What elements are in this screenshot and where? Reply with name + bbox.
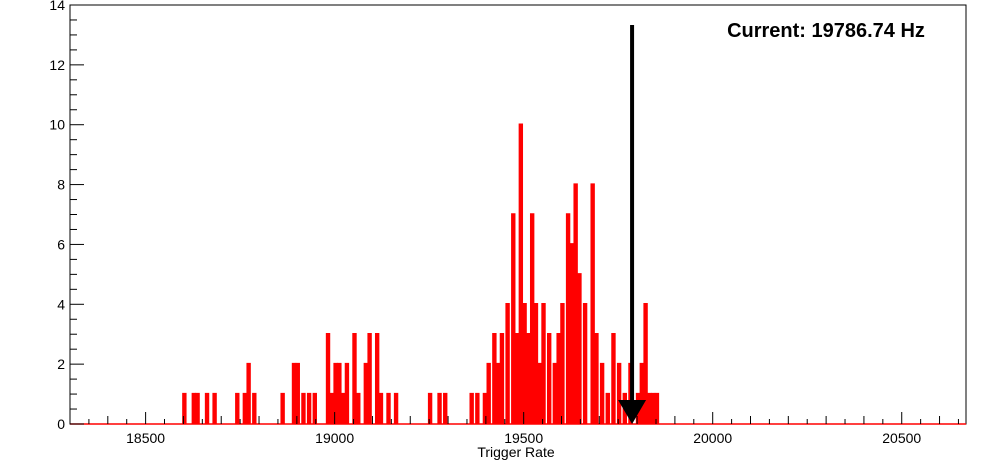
histogram-bin-42 xyxy=(518,123,524,424)
histogram-bin-16 xyxy=(329,392,335,424)
histogram-bin-10 xyxy=(291,362,297,424)
histogram-bin-51 xyxy=(556,332,561,424)
histogram-bin-14 xyxy=(312,392,317,424)
x-tick-label: 20500 xyxy=(882,430,921,446)
x-tick-label: 20000 xyxy=(693,430,732,446)
histogram-bin-18 xyxy=(337,362,342,424)
histogram-bin-71 xyxy=(654,392,660,424)
histogram-bin-26 xyxy=(378,392,384,424)
histogram-bin-25 xyxy=(374,332,380,424)
histogram-bin-20 xyxy=(344,362,350,424)
y-tick-label: 2 xyxy=(57,356,65,372)
histogram-bin-60 xyxy=(599,362,605,424)
histogram-bin-9 xyxy=(280,392,285,424)
histogram-bin-7 xyxy=(246,362,251,424)
histogram-bin-49 xyxy=(546,332,552,424)
histogram-bin-67 xyxy=(639,362,645,424)
histogram-bin-48 xyxy=(541,303,546,424)
histogram-bin-50 xyxy=(552,362,558,424)
histogram-bin-31 xyxy=(443,392,448,424)
x-axis: 18500 19000 19500 20000 20500 xyxy=(69,412,959,446)
current-rate-label: Current: 19786.74 Hz xyxy=(727,20,925,42)
histogram-bin-46 xyxy=(533,303,539,424)
histogram-bin-47 xyxy=(537,362,542,424)
histogram-bin-35 xyxy=(486,362,491,424)
y-tick-label: 12 xyxy=(49,57,65,73)
histogram-series xyxy=(70,123,966,425)
histogram-bin-44 xyxy=(526,332,531,424)
histogram-bin-34 xyxy=(482,392,488,424)
histogram-bin-19 xyxy=(340,392,346,424)
x-axis-title: Trigger Rate xyxy=(477,444,555,460)
histogram-bin-45 xyxy=(529,213,535,424)
histogram-bin-23 xyxy=(363,362,369,424)
histogram-bin-8 xyxy=(252,392,257,424)
histogram-bin-5 xyxy=(235,392,240,424)
histogram-bin-21 xyxy=(352,332,357,424)
histogram-bin-36 xyxy=(492,332,497,424)
histogram-bin-11 xyxy=(295,362,300,424)
histogram-bin-28 xyxy=(393,392,399,424)
histogram-bin-62 xyxy=(611,332,616,424)
x-tick-label: 18500 xyxy=(126,430,165,446)
histogram-bin-22 xyxy=(356,392,361,424)
histogram-bin-40 xyxy=(511,213,516,424)
histogram-bin-0 xyxy=(182,392,187,424)
histogram-bin-33 xyxy=(475,392,480,424)
histogram-bin-1 xyxy=(191,392,197,424)
y-tick-label: 0 xyxy=(57,416,65,432)
histogram-bin-63 xyxy=(616,362,622,424)
histogram-bin-59 xyxy=(594,332,599,424)
x-tick-label: 19500 xyxy=(504,430,543,446)
y-tick-label: 10 xyxy=(49,117,65,133)
histogram-bin-57 xyxy=(582,303,588,424)
y-tick-label: 4 xyxy=(57,296,65,312)
histogram-bin-30 xyxy=(437,392,442,424)
histogram-bin-4 xyxy=(212,392,217,424)
histogram-bin-12 xyxy=(301,392,306,424)
y-axis: 0 2 4 6 8 10 12 14 xyxy=(49,0,84,432)
histogram-bin-43 xyxy=(522,303,527,424)
histogram-bin-55 xyxy=(573,183,578,424)
histogram-bin-68 xyxy=(643,303,648,424)
histogram-bin-69 xyxy=(647,392,652,424)
histogram-bin-54 xyxy=(569,243,575,424)
histogram-bin-61 xyxy=(605,392,610,424)
histogram-bin-32 xyxy=(469,392,474,424)
histogram-bin-38 xyxy=(499,332,505,424)
y-tick-label: 14 xyxy=(49,0,65,13)
histogram-bin-6 xyxy=(242,392,248,424)
histogram-bin-29 xyxy=(427,392,433,424)
histogram-bin-56 xyxy=(577,273,582,424)
y-tick-label: 6 xyxy=(57,236,65,252)
y-tick-label: 8 xyxy=(57,177,65,193)
histogram-bin-13 xyxy=(306,392,312,424)
histogram-bin-24 xyxy=(367,332,372,424)
histogram-bin-27 xyxy=(386,392,391,424)
histogram-bin-17 xyxy=(333,362,338,424)
histogram-bin-2 xyxy=(195,392,200,424)
histogram-bin-52 xyxy=(560,303,565,424)
histogram-bin-3 xyxy=(204,392,210,424)
histogram-bin-58 xyxy=(590,183,595,424)
current-rate-marker xyxy=(618,25,647,424)
histogram-bin-70 xyxy=(650,392,656,424)
histogram-bin-39 xyxy=(505,303,510,424)
histogram-bin-15 xyxy=(325,332,331,424)
histogram-bin-53 xyxy=(565,213,571,424)
histogram-bin-37 xyxy=(495,362,501,424)
marker-arrow-head xyxy=(618,400,647,424)
histogram-bin-41 xyxy=(514,332,520,424)
x-tick-label: 19000 xyxy=(315,430,354,446)
